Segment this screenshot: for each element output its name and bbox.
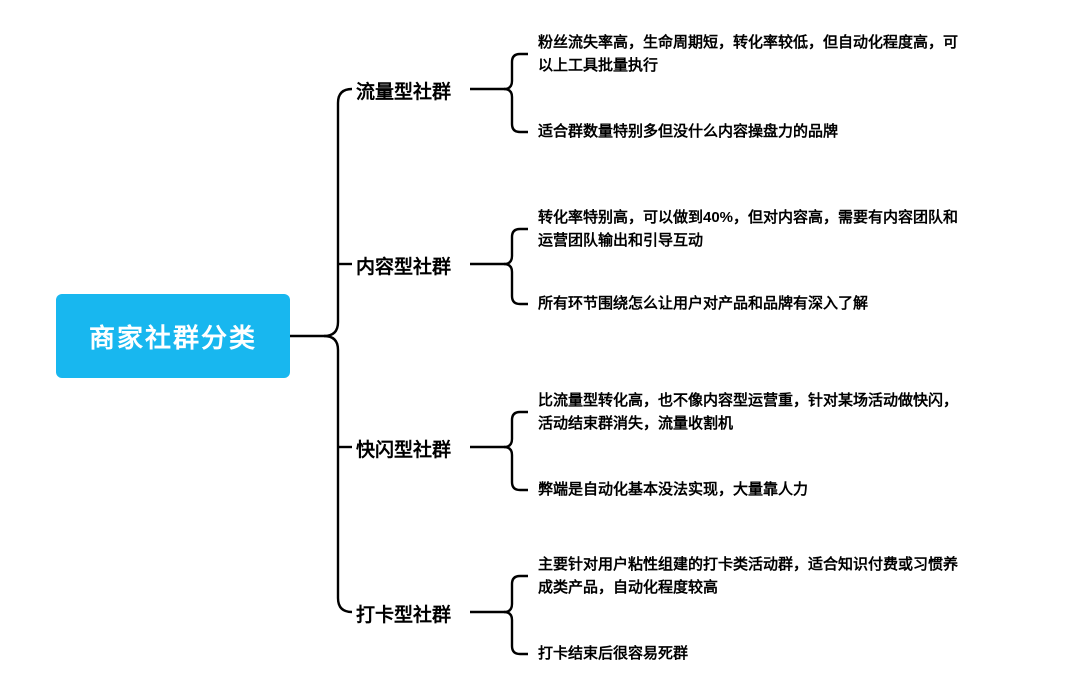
category-label-traffic: 流量型社群 [356,77,451,104]
root-label: 商家社群分类 [89,318,257,355]
leaf-text-checkin-1: 主要针对用户粘性组建的打卡类活动群，适合知识付费或习惯养成类产品，自动化程度较高 [538,553,968,600]
category-label-content: 内容型社群 [356,252,451,279]
leaf-text-traffic-1: 粉丝流失率高，生命周期短，转化率较低，但自动化程度高，可以上工具批量执行 [538,31,968,78]
category-label-flash: 快闪型社群 [356,435,451,462]
leaf-text-content-1: 转化率特别高，可以做到40%，但对内容高，需要有内容团队和运营团队输出和引导互动 [538,206,968,253]
leaf-text-traffic-2: 适合群数量特别多但没什么内容操盘力的品牌 [538,120,838,143]
leaf-text-flash-1: 比流量型转化高，也不像内容型运营重，针对某场活动做快闪，活动结束群消失，流量收割… [538,389,968,436]
leaf-text-content-2: 所有环节围绕怎么让用户对产品和品牌有深入了解 [538,292,868,315]
category-label-checkin: 打卡型社群 [356,600,451,627]
root-node: 商家社群分类 [56,294,290,378]
leaf-text-flash-2: 弊端是自动化基本没法实现，大量靠人力 [538,478,808,501]
leaf-text-checkin-2: 打卡结束后很容易死群 [538,642,688,665]
mindmap-canvas: 商家社群分类 流量型社群 粉丝流失率高，生命周期短，转化率较低，但自动化程度高，可… [0,0,1080,688]
